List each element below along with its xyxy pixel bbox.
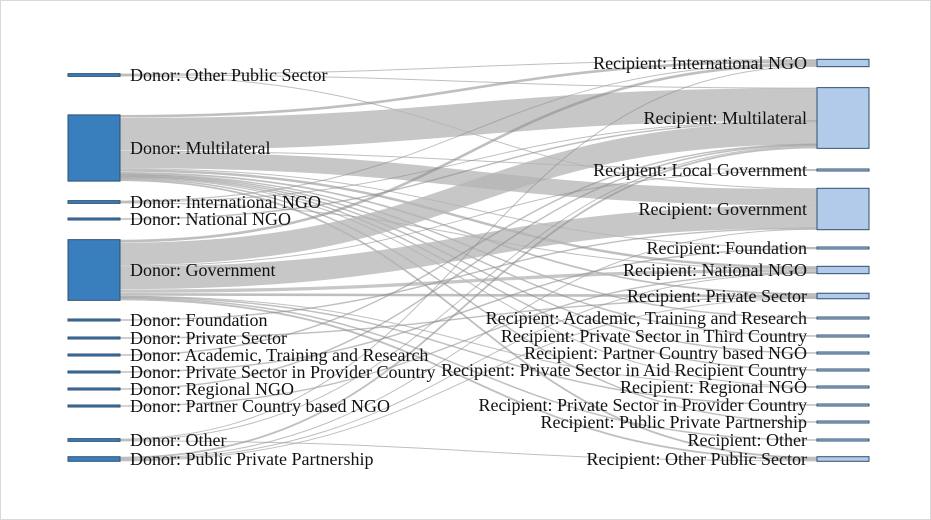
flow-link[interactable] [119, 65, 818, 440]
source-node-donor-private-sector-in-provider-country[interactable] [67, 370, 121, 374]
nodes-layer [67, 58, 870, 462]
labels-layer: Donor: Other Public Sector Donor: Multila… [130, 53, 807, 469]
source-node-donor-partner-country-based-ngo[interactable] [67, 404, 121, 408]
flow-link[interactable] [119, 59, 818, 75]
source-label: Donor: Private Sector [130, 328, 287, 348]
flow-link[interactable] [119, 297, 818, 462]
flow-link[interactable] [119, 88, 818, 151]
flow-link[interactable] [119, 272, 818, 461]
flow-link[interactable] [119, 150, 818, 170]
source-label: Donor: Other Public Sector [130, 65, 327, 85]
flow-link[interactable] [119, 179, 818, 459]
source-label: Donor: Other [130, 430, 226, 450]
source-node-donor-government[interactable] [67, 239, 121, 301]
source-label: Donor: International NGO [130, 192, 321, 212]
flow-link[interactable] [119, 74, 818, 89]
flow-link[interactable] [119, 171, 818, 295]
links-layer [119, 59, 818, 462]
flow-link[interactable] [119, 297, 818, 441]
flow-link[interactable] [119, 293, 818, 298]
target-label: Recipient: Regional NGO [620, 377, 807, 397]
target-label: Recipient: Other [688, 430, 807, 450]
source-node-donor-multilateral[interactable] [67, 114, 121, 182]
flow-link[interactable] [119, 120, 818, 203]
flow-link[interactable] [119, 146, 818, 459]
target-label: Recipient: International NGO [593, 53, 807, 73]
target-node-recipient-private-sector-in-aid-recipient-country[interactable] [816, 368, 870, 372]
source-label: Donor: Private Sector in Provider Countr… [130, 362, 435, 382]
target-label: Recipient: Private Sector [627, 286, 807, 306]
source-label: Donor: Multilateral [130, 138, 270, 158]
source-node-donor-other[interactable] [67, 438, 121, 442]
target-label: Recipient: Private Sector in Third Count… [501, 326, 807, 346]
target-node-recipient-other-public-sector[interactable] [816, 456, 870, 462]
target-node-recipient-other[interactable] [816, 438, 870, 442]
source-node-donor-national-ngo[interactable] [67, 217, 121, 221]
source-label: Donor: Foundation [130, 310, 268, 330]
flow-link[interactable] [119, 143, 818, 356]
source-node-donor-other-public-sector[interactable] [67, 73, 121, 77]
flow-link[interactable] [119, 296, 818, 406]
target-node-recipient-national-ngo[interactable] [816, 265, 870, 275]
target-label: Recipient: Other Public Sector [587, 449, 807, 469]
source-node-donor-international-ngo[interactable] [67, 200, 121, 204]
target-label: Recipient: Partner Country based NGO [524, 343, 807, 363]
flow-link[interactable] [119, 120, 818, 220]
flow-link[interactable] [119, 295, 818, 388]
flow-link[interactable] [119, 227, 818, 321]
target-label: Recipient: National NGO [623, 260, 807, 280]
flow-link[interactable] [119, 175, 818, 354]
target-node-recipient-private-sector-in-provider-country[interactable] [816, 403, 870, 407]
source-label: Donor: Partner Country based NGO [130, 396, 390, 416]
source-node-donor-foundation[interactable] [67, 318, 121, 322]
flow-link[interactable] [119, 121, 818, 266]
target-label: Recipient: Academic, Training and Resear… [486, 308, 807, 328]
target-node-recipient-foundation[interactable] [816, 246, 870, 250]
flow-link[interactable] [119, 271, 818, 407]
flow-link[interactable] [119, 169, 818, 269]
flow-link[interactable] [119, 62, 818, 202]
target-node-recipient-academic-training-and-research[interactable] [816, 316, 870, 320]
target-label: Recipient: Private Sector in Provider Co… [479, 395, 807, 415]
target-node-recipient-partner-country-based-ngo[interactable] [816, 351, 870, 355]
flow-link[interactable] [119, 440, 818, 462]
flow-link[interactable] [119, 168, 818, 248]
flow-link[interactable] [119, 144, 818, 390]
source-label: Donor: Government [130, 260, 275, 280]
source-label: Donor: Regional NGO [130, 379, 294, 399]
flow-link[interactable] [119, 205, 818, 290]
target-node-recipient-regional-ngo[interactable] [816, 385, 870, 389]
target-node-recipient-private-sector-in-third-country[interactable] [816, 334, 870, 338]
source-label: Donor: Public Private Partnership [130, 449, 373, 469]
source-label: Donor: Academic, Training and Research [130, 345, 428, 365]
target-label: Recipient: Local Government [593, 160, 807, 180]
target-label: Recipient: Multilateral [644, 108, 807, 128]
target-label: Recipient: Foundation [647, 238, 807, 258]
target-label: Recipient: Public Private Partnership [541, 412, 807, 432]
flow-link[interactable] [119, 296, 818, 339]
flow-link[interactable] [119, 228, 818, 460]
target-node-recipient-international-ngo[interactable] [816, 58, 870, 68]
flow-link[interactable] [119, 63, 818, 243]
source-node-donor-private-sector[interactable] [67, 336, 121, 340]
flow-link[interactable] [119, 170, 818, 267]
flow-link[interactable] [119, 60, 818, 118]
target-node-recipient-local-government[interactable] [816, 168, 870, 172]
target-label: Recipient: Private Sector in Aid Recipie… [441, 360, 807, 380]
source-node-donor-regional-ngo[interactable] [67, 387, 121, 391]
source-node-donor-public-private-partnership[interactable] [67, 456, 121, 462]
target-node-recipient-private-sector[interactable] [816, 292, 870, 300]
source-label: Donor: National NGO [130, 209, 291, 229]
target-label: Recipient: Government [639, 199, 807, 219]
flow-link[interactable] [119, 145, 818, 441]
target-node-recipient-public-private-partnership[interactable] [816, 420, 870, 424]
flow-link[interactable] [119, 247, 818, 373]
target-node-recipient-government[interactable] [816, 187, 870, 231]
target-node-recipient-multilateral[interactable] [816, 87, 870, 149]
flow-link[interactable] [119, 269, 818, 293]
source-node-donor-academic-training-and-research[interactable] [67, 353, 121, 357]
flow-link[interactable] [119, 151, 818, 206]
